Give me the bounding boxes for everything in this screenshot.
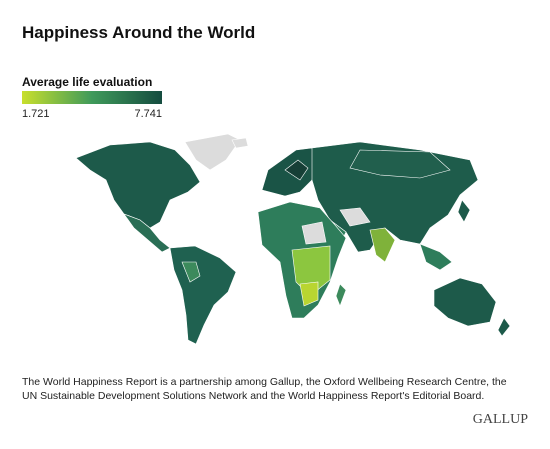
country: [301, 221, 327, 245]
logo: GALLUP: [473, 412, 528, 427]
country: [284, 159, 309, 181]
title: Happiness Around the World: [22, 23, 255, 42]
country: [169, 245, 237, 345]
country: [433, 277, 497, 327]
country: [291, 245, 331, 297]
country: [181, 261, 201, 283]
legend-min: 1.721: [22, 108, 50, 120]
legend-max: 7.741: [134, 108, 162, 120]
footnote-line: The World Happiness Report is a partners…: [22, 376, 507, 388]
world-map: [75, 133, 511, 345]
legend-title: Average life evaluation: [22, 75, 152, 89]
legend-gradient: [22, 91, 162, 104]
country: [75, 141, 201, 229]
footnote-line: UN Sustainable Development Solutions Net…: [22, 390, 484, 402]
country: [184, 133, 241, 171]
country: [457, 199, 471, 223]
country: [369, 227, 396, 263]
country: [231, 137, 249, 149]
country: [299, 281, 319, 307]
country: [335, 283, 347, 307]
country: [339, 207, 371, 227]
country: [419, 243, 453, 271]
country: [349, 149, 451, 179]
country: [497, 317, 511, 337]
